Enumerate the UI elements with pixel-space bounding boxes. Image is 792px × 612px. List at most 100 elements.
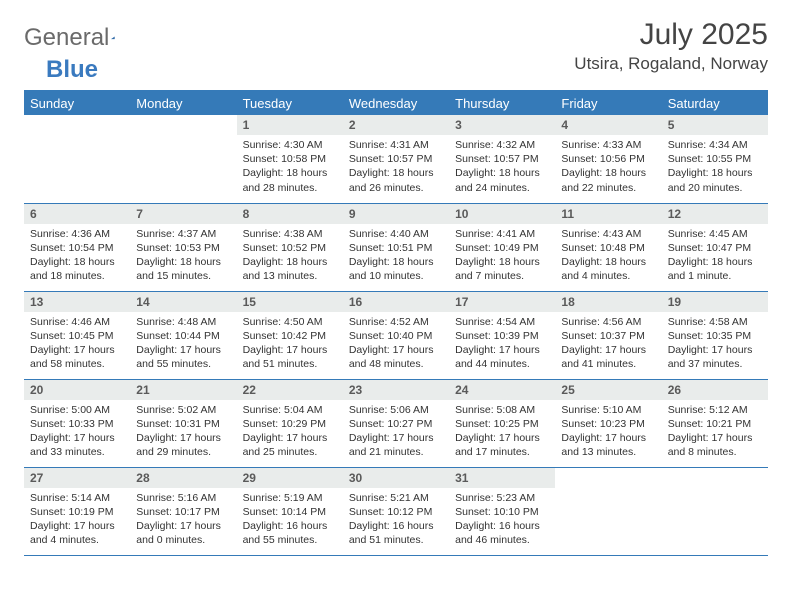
- day-details: Sunrise: 5:06 AMSunset: 10:27 PMDaylight…: [343, 400, 449, 464]
- day-details: Sunrise: 4:40 AMSunset: 10:51 PMDaylight…: [343, 224, 449, 288]
- day-number: 2: [343, 115, 449, 135]
- calendar-week-row: 6Sunrise: 4:36 AMSunset: 10:54 PMDayligh…: [24, 203, 768, 291]
- day-number: 24: [449, 380, 555, 400]
- calendar-day-cell: ..: [130, 115, 236, 203]
- day-number: 17: [449, 292, 555, 312]
- calendar-day-cell: 21Sunrise: 5:02 AMSunset: 10:31 PMDaylig…: [130, 379, 236, 467]
- day-details: Sunrise: 5:14 AMSunset: 10:19 PMDaylight…: [24, 488, 130, 552]
- day-details: Sunrise: 4:31 AMSunset: 10:57 PMDaylight…: [343, 135, 449, 199]
- day-number: 4: [555, 115, 661, 135]
- calendar-week-row: 13Sunrise: 4:46 AMSunset: 10:45 PMDaylig…: [24, 291, 768, 379]
- day-number: 31: [449, 468, 555, 488]
- day-details: Sunrise: 4:52 AMSunset: 10:40 PMDaylight…: [343, 312, 449, 376]
- day-details: Sunrise: 4:46 AMSunset: 10:45 PMDaylight…: [24, 312, 130, 376]
- day-details: Sunrise: 5:00 AMSunset: 10:33 PMDaylight…: [24, 400, 130, 464]
- day-number: 28: [130, 468, 236, 488]
- calendar-day-cell: 10Sunrise: 4:41 AMSunset: 10:49 PMDaylig…: [449, 203, 555, 291]
- calendar-week-row: 27Sunrise: 5:14 AMSunset: 10:19 PMDaylig…: [24, 467, 768, 555]
- day-number: 27: [24, 468, 130, 488]
- calendar-day-cell: 8Sunrise: 4:38 AMSunset: 10:52 PMDayligh…: [237, 203, 343, 291]
- calendar-day-cell: 29Sunrise: 5:19 AMSunset: 10:14 PMDaylig…: [237, 467, 343, 555]
- weekday-header: Tuesday: [237, 92, 343, 115]
- day-number: 26: [662, 380, 768, 400]
- day-details: Sunrise: 5:08 AMSunset: 10:25 PMDaylight…: [449, 400, 555, 464]
- calendar-day-cell: 4Sunrise: 4:33 AMSunset: 10:56 PMDayligh…: [555, 115, 661, 203]
- day-number: 5: [662, 115, 768, 135]
- calendar-day-cell: 14Sunrise: 4:48 AMSunset: 10:44 PMDaylig…: [130, 291, 236, 379]
- calendar-day-cell: 23Sunrise: 5:06 AMSunset: 10:27 PMDaylig…: [343, 379, 449, 467]
- day-number: 18: [555, 292, 661, 312]
- weekday-header: Saturday: [662, 92, 768, 115]
- calendar-header-row: SundayMondayTuesdayWednesdayThursdayFrid…: [24, 92, 768, 115]
- calendar-day-cell: 16Sunrise: 4:52 AMSunset: 10:40 PMDaylig…: [343, 291, 449, 379]
- day-details: Sunrise: 4:48 AMSunset: 10:44 PMDaylight…: [130, 312, 236, 376]
- location-text: Utsira, Rogaland, Norway: [574, 54, 768, 74]
- weekday-header: Wednesday: [343, 92, 449, 115]
- calendar-day-cell: 18Sunrise: 4:56 AMSunset: 10:37 PMDaylig…: [555, 291, 661, 379]
- logo-text-part1: General: [24, 24, 109, 52]
- calendar-week-row: ....1Sunrise: 4:30 AMSunset: 10:58 PMDay…: [24, 115, 768, 203]
- weekday-header: Thursday: [449, 92, 555, 115]
- calendar-day-cell: 6Sunrise: 4:36 AMSunset: 10:54 PMDayligh…: [24, 203, 130, 291]
- day-number: 6: [24, 204, 130, 224]
- calendar-day-cell: 3Sunrise: 4:32 AMSunset: 10:57 PMDayligh…: [449, 115, 555, 203]
- day-details: Sunrise: 5:21 AMSunset: 10:12 PMDaylight…: [343, 488, 449, 552]
- calendar-day-cell: 25Sunrise: 5:10 AMSunset: 10:23 PMDaylig…: [555, 379, 661, 467]
- day-details: Sunrise: 4:58 AMSunset: 10:35 PMDaylight…: [662, 312, 768, 376]
- calendar-day-cell: 31Sunrise: 5:23 AMSunset: 10:10 PMDaylig…: [449, 467, 555, 555]
- day-details: Sunrise: 5:16 AMSunset: 10:17 PMDaylight…: [130, 488, 236, 552]
- day-details: Sunrise: 4:43 AMSunset: 10:48 PMDaylight…: [555, 224, 661, 288]
- day-details: Sunrise: 4:50 AMSunset: 10:42 PMDaylight…: [237, 312, 343, 376]
- calendar-day-cell: 19Sunrise: 4:58 AMSunset: 10:35 PMDaylig…: [662, 291, 768, 379]
- day-number: 8: [237, 204, 343, 224]
- day-number: 30: [343, 468, 449, 488]
- calendar-week-row: 20Sunrise: 5:00 AMSunset: 10:33 PMDaylig…: [24, 379, 768, 467]
- day-details: Sunrise: 5:12 AMSunset: 10:21 PMDaylight…: [662, 400, 768, 464]
- day-details: Sunrise: 4:37 AMSunset: 10:53 PMDaylight…: [130, 224, 236, 288]
- calendar-day-cell: 27Sunrise: 5:14 AMSunset: 10:19 PMDaylig…: [24, 467, 130, 555]
- day-details: Sunrise: 4:54 AMSunset: 10:39 PMDaylight…: [449, 312, 555, 376]
- day-number: 1: [237, 115, 343, 135]
- day-details: Sunrise: 4:36 AMSunset: 10:54 PMDaylight…: [24, 224, 130, 288]
- day-details: Sunrise: 4:34 AMSunset: 10:55 PMDaylight…: [662, 135, 768, 199]
- calendar-day-cell: 2Sunrise: 4:31 AMSunset: 10:57 PMDayligh…: [343, 115, 449, 203]
- calendar-day-cell: 11Sunrise: 4:43 AMSunset: 10:48 PMDaylig…: [555, 203, 661, 291]
- day-details: Sunrise: 4:38 AMSunset: 10:52 PMDaylight…: [237, 224, 343, 288]
- calendar-day-cell: 24Sunrise: 5:08 AMSunset: 10:25 PMDaylig…: [449, 379, 555, 467]
- calendar-day-cell: 1Sunrise: 4:30 AMSunset: 10:58 PMDayligh…: [237, 115, 343, 203]
- calendar-day-cell: ..: [662, 467, 768, 555]
- calendar-body: ....1Sunrise: 4:30 AMSunset: 10:58 PMDay…: [24, 115, 768, 555]
- day-details: Sunrise: 4:45 AMSunset: 10:47 PMDaylight…: [662, 224, 768, 288]
- day-number: 16: [343, 292, 449, 312]
- calendar-day-cell: ..: [24, 115, 130, 203]
- day-number: 20: [24, 380, 130, 400]
- logo-triangle-icon: [111, 29, 115, 47]
- day-number: 11: [555, 204, 661, 224]
- calendar-day-cell: 30Sunrise: 5:21 AMSunset: 10:12 PMDaylig…: [343, 467, 449, 555]
- day-details: Sunrise: 4:30 AMSunset: 10:58 PMDaylight…: [237, 135, 343, 199]
- calendar-day-cell: 7Sunrise: 4:37 AMSunset: 10:53 PMDayligh…: [130, 203, 236, 291]
- calendar-day-cell: 28Sunrise: 5:16 AMSunset: 10:17 PMDaylig…: [130, 467, 236, 555]
- logo-text-part2: Blue: [46, 56, 98, 84]
- day-details: Sunrise: 5:04 AMSunset: 10:29 PMDaylight…: [237, 400, 343, 464]
- day-number: 13: [24, 292, 130, 312]
- calendar-day-cell: 15Sunrise: 4:50 AMSunset: 10:42 PMDaylig…: [237, 291, 343, 379]
- weekday-header: Sunday: [24, 92, 130, 115]
- day-details: Sunrise: 5:10 AMSunset: 10:23 PMDaylight…: [555, 400, 661, 464]
- calendar-day-cell: 12Sunrise: 4:45 AMSunset: 10:47 PMDaylig…: [662, 203, 768, 291]
- day-number: 15: [237, 292, 343, 312]
- day-number: 19: [662, 292, 768, 312]
- day-number: 3: [449, 115, 555, 135]
- logo: General: [24, 24, 133, 52]
- day-details: Sunrise: 5:19 AMSunset: 10:14 PMDaylight…: [237, 488, 343, 552]
- calendar-day-cell: 17Sunrise: 4:54 AMSunset: 10:39 PMDaylig…: [449, 291, 555, 379]
- day-details: Sunrise: 4:33 AMSunset: 10:56 PMDaylight…: [555, 135, 661, 199]
- day-number: 21: [130, 380, 236, 400]
- weekday-header: Friday: [555, 92, 661, 115]
- day-number: 14: [130, 292, 236, 312]
- calendar-day-cell: 13Sunrise: 4:46 AMSunset: 10:45 PMDaylig…: [24, 291, 130, 379]
- day-details: Sunrise: 4:56 AMSunset: 10:37 PMDaylight…: [555, 312, 661, 376]
- title-block: July 2025 Utsira, Rogaland, Norway: [574, 18, 768, 74]
- day-number: 29: [237, 468, 343, 488]
- day-details: Sunrise: 4:32 AMSunset: 10:57 PMDaylight…: [449, 135, 555, 199]
